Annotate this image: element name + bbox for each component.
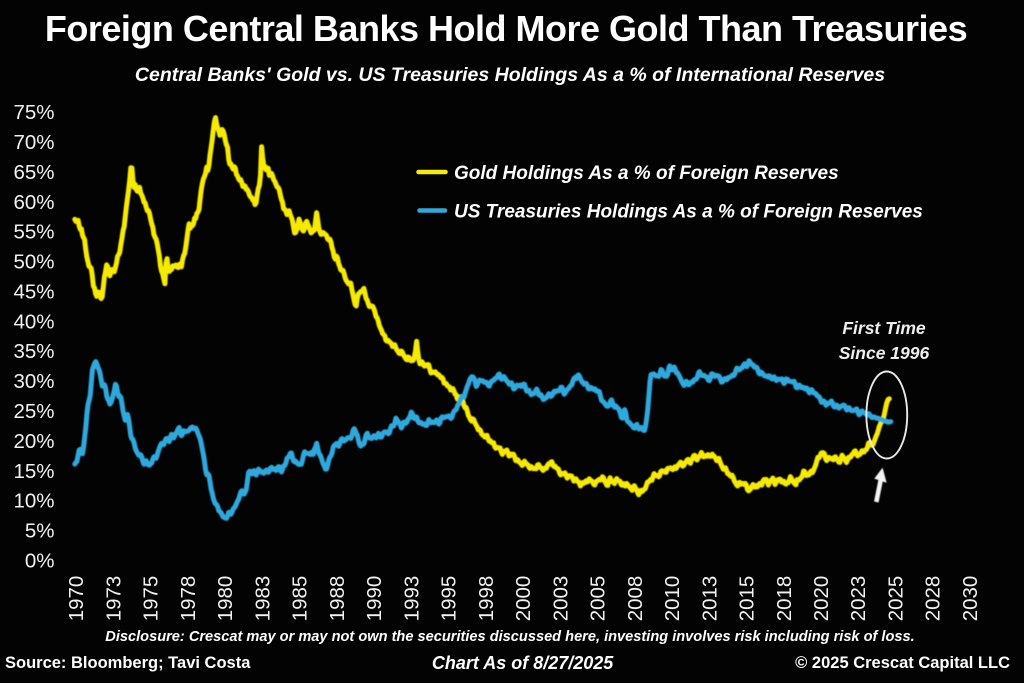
svg-text:1983: 1983 — [251, 576, 274, 622]
svg-text:50%: 50% — [13, 251, 54, 274]
svg-text:1980: 1980 — [214, 576, 237, 622]
svg-text:20%: 20% — [13, 430, 54, 453]
svg-text:1993: 1993 — [400, 576, 423, 622]
svg-text:2015: 2015 — [736, 576, 759, 622]
svg-text:35%: 35% — [13, 340, 54, 363]
svg-text:US Treasuries Holdings As a %: US Treasuries Holdings As a % of Foreign… — [454, 202, 923, 223]
svg-text:40%: 40% — [13, 310, 54, 333]
svg-text:Disclosure: Crescat may or may: Disclosure: Crescat may or may not own t… — [105, 629, 914, 645]
svg-text:2003: 2003 — [549, 576, 572, 622]
svg-text:30%: 30% — [13, 370, 54, 393]
svg-text:10%: 10% — [13, 490, 54, 513]
svg-text:1990: 1990 — [363, 576, 386, 622]
svg-text:55%: 55% — [13, 221, 54, 244]
svg-text:70%: 70% — [13, 131, 54, 154]
svg-text:60%: 60% — [13, 191, 54, 214]
svg-text:2013: 2013 — [698, 576, 721, 622]
svg-text:Central Banks' Gold vs. US Tre: Central Banks' Gold vs. US Treasuries Ho… — [135, 64, 885, 86]
svg-text:Source: Bloomberg; Tavi Costa: Source: Bloomberg; Tavi Costa — [5, 654, 251, 672]
svg-text:1975: 1975 — [140, 576, 163, 622]
svg-text:2000: 2000 — [512, 576, 535, 622]
svg-text:15%: 15% — [13, 460, 54, 483]
svg-text:65%: 65% — [13, 161, 54, 184]
svg-text:1973: 1973 — [102, 576, 125, 622]
svg-text:1985: 1985 — [289, 576, 312, 622]
svg-text:25%: 25% — [13, 400, 54, 423]
svg-text:2023: 2023 — [847, 576, 870, 622]
svg-text:1970: 1970 — [65, 576, 88, 622]
svg-text:2030: 2030 — [959, 576, 982, 622]
svg-text:2005: 2005 — [587, 576, 610, 622]
svg-text:75%: 75% — [13, 101, 54, 124]
svg-text:2028: 2028 — [922, 576, 945, 622]
svg-text:Since 1996: Since 1996 — [839, 343, 930, 363]
svg-text:Chart As of 8/27/2025: Chart As of 8/27/2025 — [432, 653, 614, 673]
svg-text:2008: 2008 — [624, 576, 647, 622]
svg-text:0%: 0% — [25, 549, 55, 572]
svg-text:45%: 45% — [13, 281, 54, 304]
svg-text:2018: 2018 — [773, 576, 796, 622]
svg-text:2020: 2020 — [810, 576, 833, 622]
svg-text:1978: 1978 — [177, 576, 200, 622]
svg-text:Foreign Central Banks Hold Mor: Foreign Central Banks Hold More Gold Tha… — [45, 8, 967, 49]
svg-text:2010: 2010 — [661, 576, 684, 622]
svg-text:1988: 1988 — [326, 576, 349, 622]
svg-text:First Time: First Time — [842, 318, 926, 338]
svg-text:1995: 1995 — [438, 576, 461, 622]
svg-text:1998: 1998 — [475, 576, 498, 622]
svg-text:© 2025 Crescat Capital LLC: © 2025 Crescat Capital LLC — [795, 654, 1010, 672]
svg-text:2025: 2025 — [885, 576, 908, 622]
svg-text:Gold Holdings As a % of Foreig: Gold Holdings As a % of Foreign Reserves — [454, 163, 839, 184]
svg-text:5%: 5% — [25, 520, 55, 543]
